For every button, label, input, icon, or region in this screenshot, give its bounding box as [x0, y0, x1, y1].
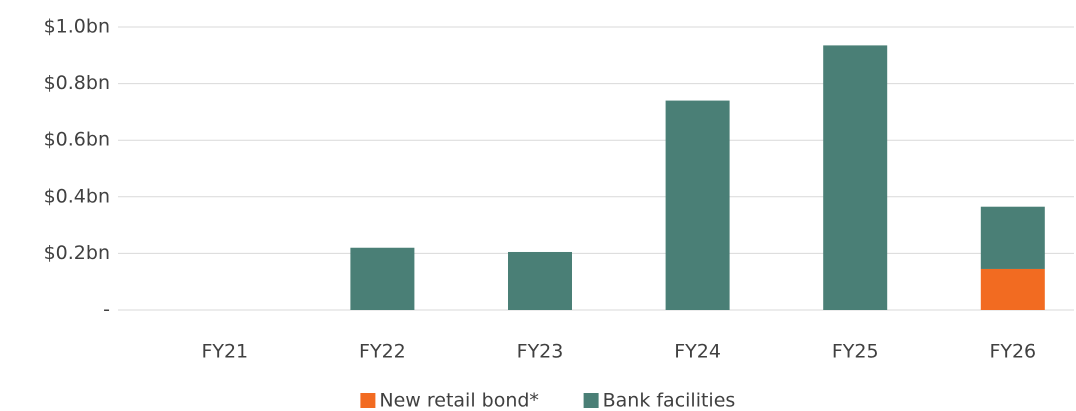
- bar-segment: [823, 45, 888, 311]
- y-tick-label: $0.6bn: [44, 129, 110, 151]
- legend-label: Bank facilities: [603, 390, 736, 411]
- x-tick-label: FY25: [832, 341, 879, 363]
- x-tick-label: FY24: [674, 341, 721, 363]
- legend-label: New retail bond*: [379, 390, 539, 411]
- y-tick-label: -: [103, 299, 110, 321]
- x-tick-label: FY26: [989, 341, 1036, 363]
- x-tick-label: FY22: [359, 341, 406, 363]
- x-tick-label: FY21: [201, 341, 248, 363]
- y-tick-label: $0.8bn: [44, 72, 110, 94]
- bar-segment: [350, 247, 415, 310]
- bar-segment: [665, 100, 730, 310]
- bar-segment: [508, 251, 572, 310]
- y-tick-label: $1.0bn: [44, 16, 110, 38]
- bar-segment: [980, 206, 1045, 269]
- bar-segment: [980, 268, 1045, 310]
- y-tick-label: $0.4bn: [44, 185, 110, 207]
- x-tick-label: FY23: [517, 341, 564, 363]
- y-tick-label: $0.2bn: [44, 242, 110, 264]
- legend-swatch: [360, 393, 376, 408]
- legend-swatch: [583, 393, 599, 408]
